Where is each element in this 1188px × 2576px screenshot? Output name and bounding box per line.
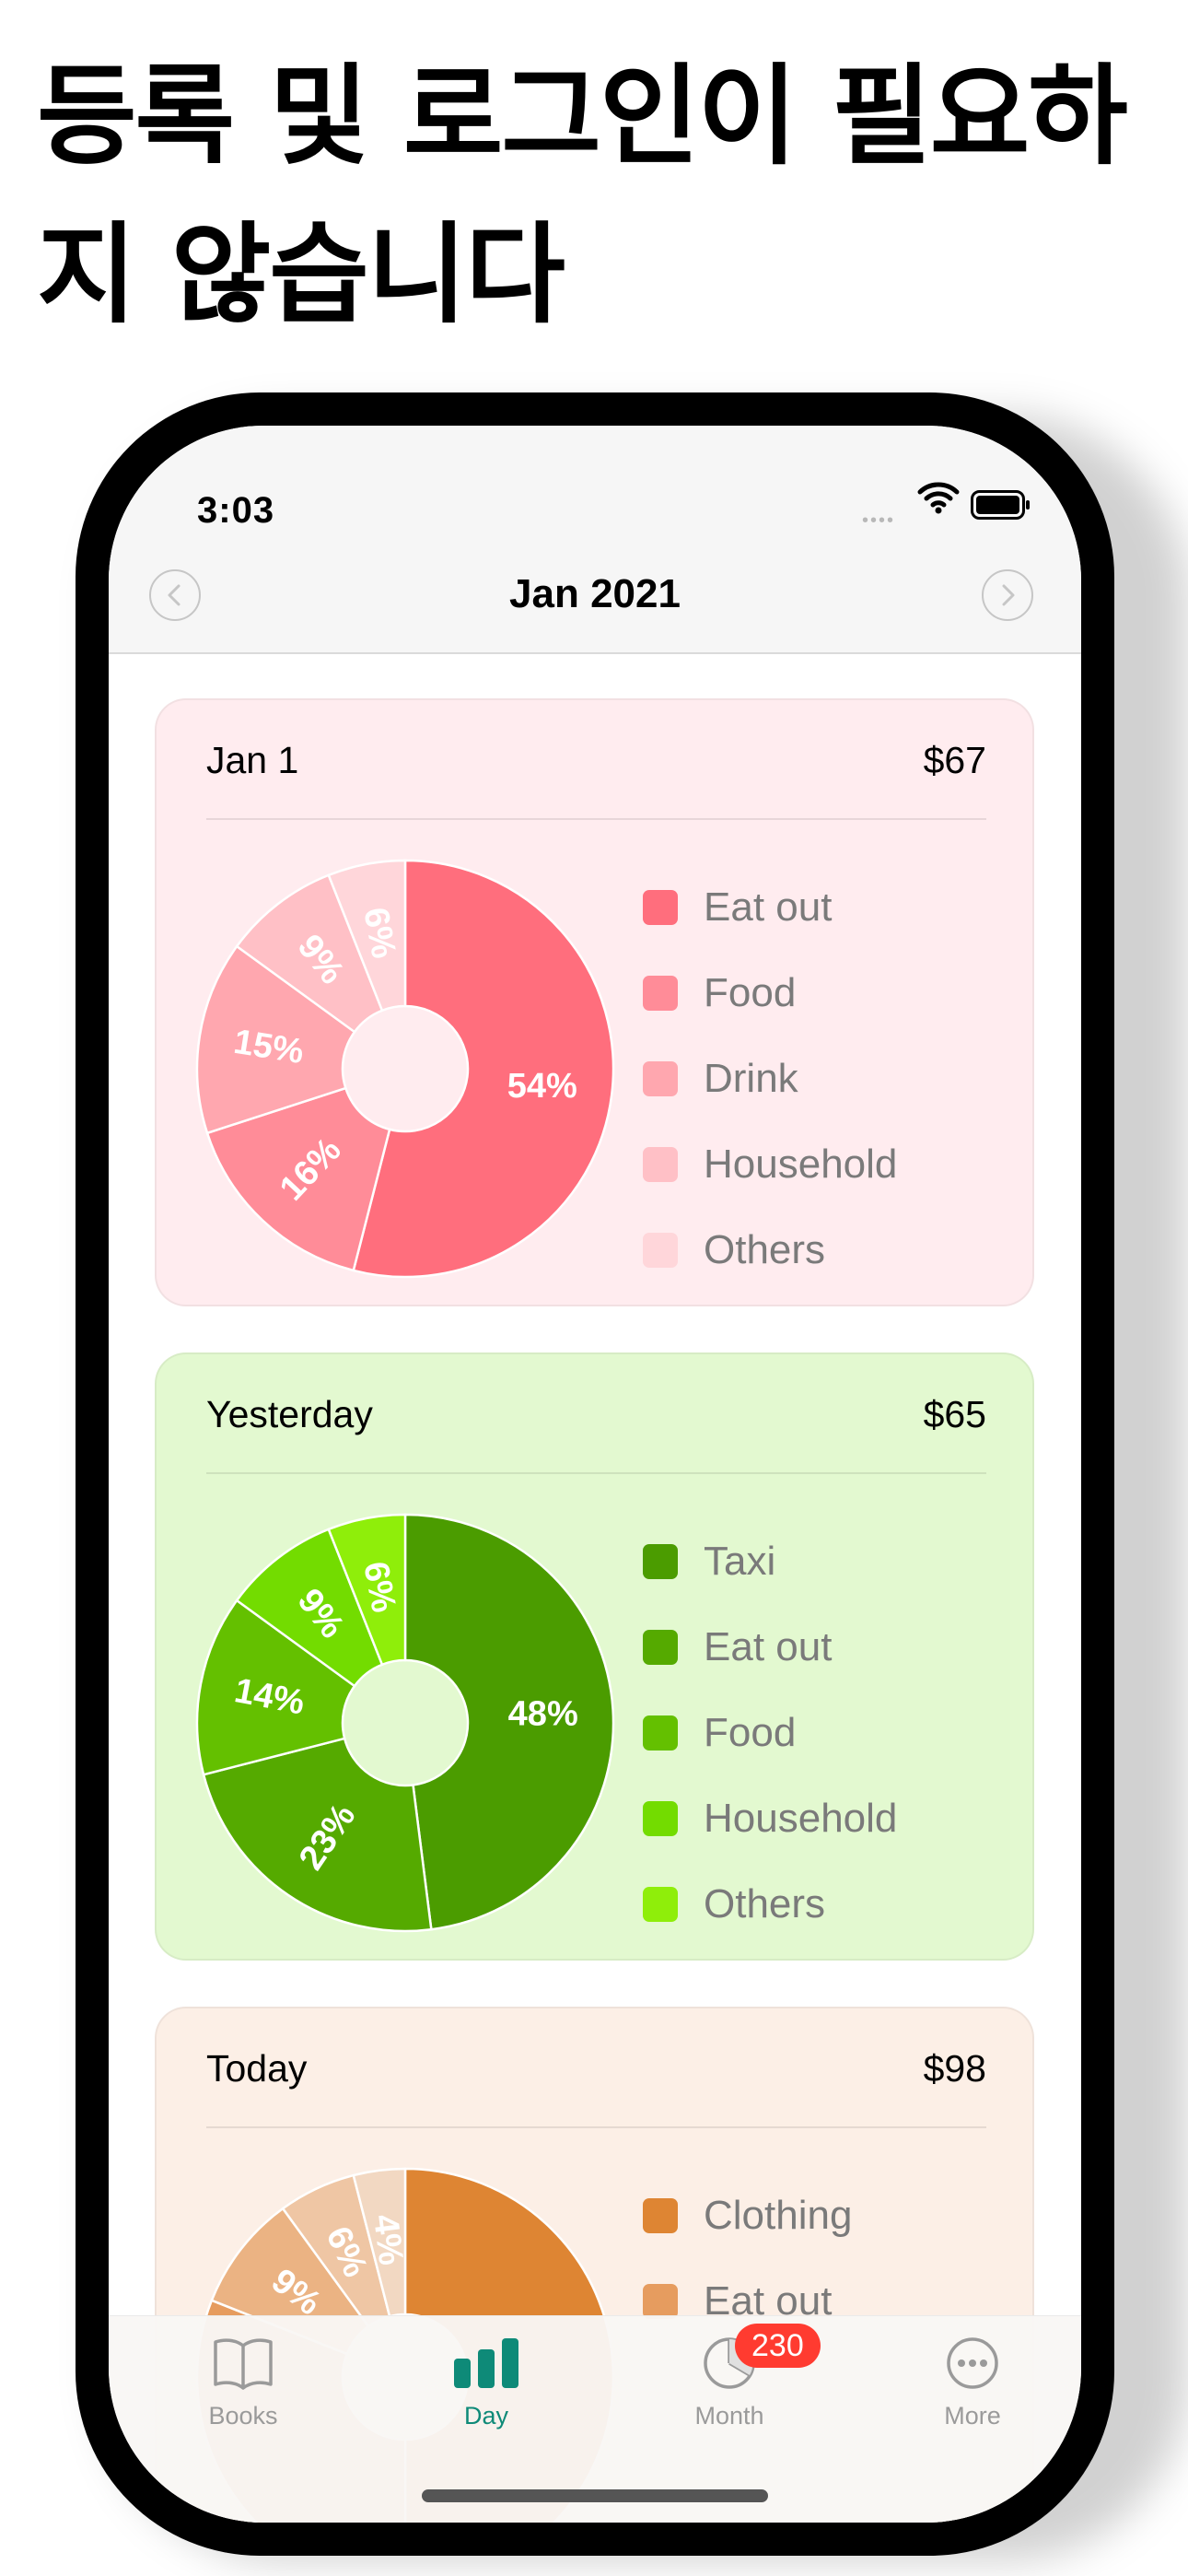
card-date: Yesterday [206, 1393, 373, 1435]
pie-slice [205, 1086, 391, 1272]
day-list[interactable]: Jan 1 $67 54% 16% 15% 9% 6% Eat out Food Drink… [109, 654, 1081, 2523]
legend-item: Food [643, 1690, 897, 1775]
legend-label: Food [704, 1709, 797, 1755]
next-month-button[interactable] [982, 569, 1033, 621]
legend-swatch [643, 1886, 678, 1922]
app-screen: Jan 2021 3:03 •••• [109, 426, 1081, 2523]
navigation-bar: Jan 2021 [109, 426, 1081, 654]
day-card-yesterday[interactable]: Yesterday $65 48% 23% 14% 9% 6% Taxi Eat out F… [155, 1352, 1034, 1961]
home-indicator [422, 2489, 768, 2502]
pie-slice [195, 944, 356, 1135]
pie-slice [235, 1528, 384, 1688]
legend-label: Others [704, 1226, 826, 1272]
phone-frame: Jan 2021 3:03 •••• [76, 392, 1114, 2556]
slice-percent-label: 54% [507, 1067, 577, 1106]
legend-swatch [643, 975, 678, 1011]
slice-percent-label: 6% [355, 1559, 403, 1616]
month-title: Jan 2021 [509, 571, 681, 616]
pie-slice [235, 873, 384, 1034]
legend-label: Others [704, 1880, 826, 1926]
card-total: $98 [923, 2047, 986, 2090]
legend-swatch [643, 1715, 678, 1751]
legend-item: Household [643, 1121, 897, 1207]
pie-slice [327, 1513, 407, 1667]
legend-swatch [643, 1543, 678, 1579]
legend-item: Others [643, 1207, 897, 1293]
legend-item: Clothing [643, 2172, 852, 2258]
slice-percent-label: 48% [508, 1695, 578, 1734]
tab-label: Day [463, 2402, 508, 2430]
tab-more[interactable]: More [880, 2335, 1065, 2430]
chart-legend: Eat out Food Drink Household Others [643, 864, 897, 1293]
legend-swatch [643, 2283, 678, 2319]
legend-label: Clothing [704, 2192, 853, 2238]
chevron-right-icon [1002, 584, 1015, 606]
card-total: $65 [923, 1393, 986, 1435]
pie-slice [352, 859, 615, 1279]
status-bar: 3:03 •••• [109, 426, 1081, 536]
wifi-icon [917, 482, 960, 514]
legend-item: Food [643, 950, 897, 1036]
legend-swatch [643, 1232, 678, 1268]
legend-label: Eat out [704, 884, 833, 930]
battery-icon [971, 490, 1030, 520]
legend-item: Eat out [643, 864, 897, 950]
legend-item: Taxi [643, 1518, 897, 1604]
tab-books[interactable]: Books [151, 2335, 335, 2430]
legend-item: Others [643, 1861, 897, 1947]
chart-legend: Taxi Eat out Food Household Others [643, 1518, 897, 1947]
legend-label: Eat out [704, 1623, 833, 1669]
bar-chart-icon [454, 2338, 518, 2388]
card-divider [206, 2126, 986, 2128]
tab-label: Month [694, 2402, 764, 2430]
pie-slice [327, 859, 407, 1013]
legend-swatch [643, 1800, 678, 1836]
expense-pie-chart: 48%23%14%9% 6% [195, 1513, 615, 1933]
legend-swatch [643, 1629, 678, 1665]
tab-label: More [944, 2402, 1001, 2430]
status-time: 3:03 [197, 490, 275, 531]
pie-slice [403, 1513, 615, 1931]
book-icon [214, 2338, 273, 2390]
legend-label: Household [704, 1141, 898, 1187]
pie-slice [202, 1737, 433, 1933]
slice-percent-label: 4% [366, 2212, 411, 2267]
legend-label: Household [704, 1795, 898, 1841]
tab-label: Books [208, 2402, 278, 2430]
card-divider [206, 1472, 986, 1474]
legend-swatch [643, 1146, 678, 1182]
card-date: Jan 1 [206, 739, 299, 781]
legend-swatch [643, 889, 678, 925]
pie-slice [195, 1598, 356, 1776]
legend-label: Food [704, 969, 797, 1015]
legend-label: Drink [704, 1055, 798, 1101]
tab-bar: Books Day Month 230 [109, 2315, 1081, 2523]
legend-item: Eat out [643, 1604, 897, 1690]
signal-icon: •••• [862, 510, 896, 531]
legend-item: Drink [643, 1036, 897, 1121]
headline: 등록 및 로그인이 필요하 지 않습니다 [37, 53, 1128, 338]
chevron-left-icon [168, 584, 181, 606]
previous-month-button[interactable] [149, 569, 201, 621]
ellipsis-icon [947, 2337, 998, 2389]
month-badge: 230 [735, 2324, 821, 2368]
card-divider [206, 818, 986, 820]
day-card-jan-1[interactable]: Jan 1 $67 54% 16% 15% 9% 6% Eat out Food Drink… [155, 698, 1034, 1306]
tab-day[interactable]: Day [394, 2335, 578, 2430]
expense-pie-chart: 54%16%15%9% 6% [195, 859, 615, 1279]
legend-swatch [643, 2197, 678, 2233]
card-date: Today [206, 2047, 308, 2090]
card-total: $67 [923, 739, 986, 781]
legend-swatch [643, 1060, 678, 1096]
legend-item: Household [643, 1775, 897, 1861]
slice-percent-label: 6% [355, 905, 403, 962]
legend-label: Taxi [704, 1538, 776, 1584]
